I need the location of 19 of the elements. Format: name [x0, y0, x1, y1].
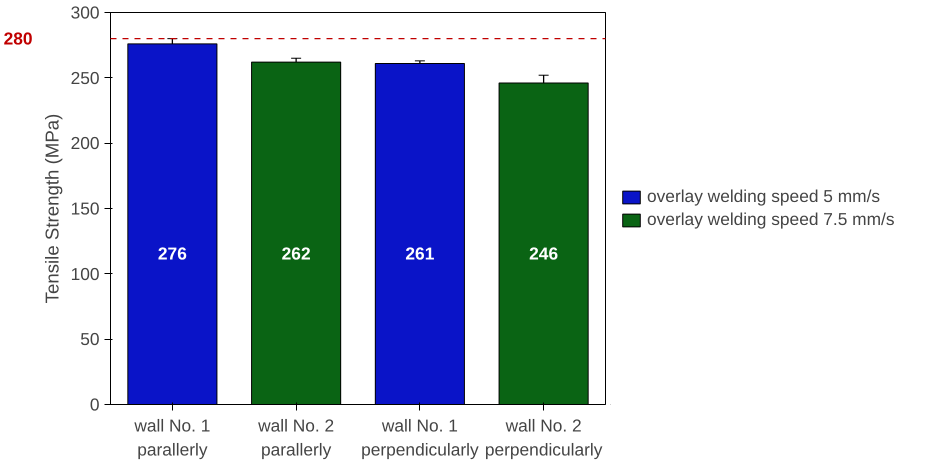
y-tick-label: 100 — [70, 264, 100, 284]
y-axis-title: Tensile Strength (MPa) — [42, 114, 63, 304]
data-label: 246 — [529, 244, 558, 264]
data-label: 262 — [282, 244, 311, 264]
x-tick-label: wall No. 2 perpendicularly — [484, 416, 603, 460]
y-tick-label: 200 — [70, 133, 100, 154]
x-tick-label: wall No. 2 parallerly — [257, 416, 334, 460]
x-tick-label: wall No. 1 perpendicularly — [361, 416, 479, 460]
y-tick-label: 300 — [70, 2, 100, 22]
data-label: 276 — [158, 244, 188, 264]
y-tick-label: 150 — [70, 198, 100, 218]
y-tick-label: 250 — [70, 68, 100, 88]
data-label: 261 — [405, 244, 435, 264]
y-tick-label: 50 — [80, 329, 100, 350]
x-tick-label: wall No. 1 parallerly — [133, 416, 210, 460]
legend-label: overlay welding speed 5 mm/s — [647, 186, 880, 207]
legend-label: overlay welding speed 7.5 mm/s — [647, 209, 895, 230]
y-tick-label: 0 — [90, 394, 100, 414]
ref-line-label: 280 — [4, 28, 33, 49]
